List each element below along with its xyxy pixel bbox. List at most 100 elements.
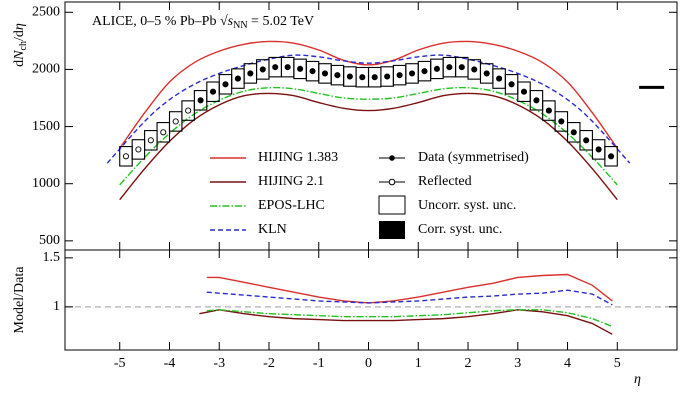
data-point (570, 129, 577, 136)
y-tick-label: 2500 (32, 5, 60, 20)
syst-box (168, 111, 183, 132)
data-point (172, 118, 179, 125)
data-point (583, 137, 590, 144)
model-line (199, 309, 613, 335)
data-point (396, 72, 403, 79)
x-tick-label: -1 (313, 356, 325, 371)
ratio-y-axis-label: Model/Data (12, 266, 27, 334)
y-label-part: d (12, 60, 27, 67)
model-line (119, 40, 618, 149)
syst-box (529, 90, 544, 111)
title-symbol: s (228, 14, 234, 29)
x-tick-label: 0 (365, 356, 372, 371)
data-point (359, 74, 366, 81)
legend-label: EPOS-LHC (258, 198, 325, 213)
data-point (371, 74, 378, 81)
data-point (421, 68, 428, 75)
data-point (309, 68, 316, 75)
data-point (147, 137, 154, 144)
syst-box (604, 146, 618, 167)
title-text: ALICE, 0–5 % Pb–Pb (92, 14, 220, 29)
legend-label: Corr. syst. unc. (418, 222, 502, 237)
y-tick-label: 1 (53, 299, 60, 314)
title-subscript: NN (233, 20, 247, 31)
syst-box (542, 100, 556, 121)
data-point (508, 81, 515, 88)
title-sqrt: √ (220, 14, 228, 29)
x-tick-label: 5 (614, 356, 621, 371)
plot-frame (64, 249, 678, 351)
data-point (483, 70, 490, 77)
legend-label: HIJING 1.383 (258, 150, 338, 165)
data-point (533, 97, 540, 104)
legend-label: HIJING 2.1 (258, 174, 324, 189)
x-tick-label: -2 (263, 356, 275, 371)
data-point (247, 70, 254, 77)
y-axis-label: dNch/dη (12, 23, 29, 67)
model-line (206, 289, 613, 306)
data-point (334, 72, 341, 79)
data-point (458, 64, 465, 71)
data-point (346, 73, 353, 80)
data-point (222, 81, 229, 88)
data-point (384, 73, 391, 80)
x-tick-label: -3 (213, 356, 225, 371)
syst-box (156, 122, 171, 143)
data-point (408, 70, 416, 77)
model-line (206, 309, 613, 328)
y-label-part: /d (12, 30, 27, 41)
x-tick-label: 2 (465, 356, 472, 371)
x-tick-label: 3 (514, 356, 521, 371)
data-point (471, 66, 478, 73)
data-point (446, 64, 453, 71)
legend-label: Uncorr. syst. unc. (418, 198, 516, 213)
legend-swatch (379, 221, 405, 239)
data-point (160, 129, 167, 136)
y-tick-label: 1.5 (43, 250, 61, 265)
chart-title: ALICE, 0–5 % Pb–Pb √sNN = 5.02 TeV (92, 14, 314, 31)
y-label-sub: ch (18, 41, 29, 50)
model-line (106, 54, 631, 164)
data-point (284, 64, 291, 71)
data-point (259, 66, 266, 73)
x-axis-label: η (634, 372, 641, 387)
data-point (595, 146, 602, 153)
data-point (297, 65, 304, 72)
y-label-part: N (12, 50, 27, 61)
data-point (545, 107, 552, 114)
legend-label: Reflected (418, 174, 472, 189)
syst-box (554, 111, 569, 132)
data-point (496, 75, 503, 82)
data-point (135, 146, 142, 153)
legend-label: KLN (258, 222, 287, 237)
data-point (520, 88, 528, 95)
title-energy: = 5.02 TeV (248, 14, 315, 29)
data-point (558, 118, 565, 125)
model-line (119, 92, 618, 201)
x-tick-label: -5 (114, 356, 126, 371)
syst-box (181, 100, 195, 121)
data-point (272, 64, 279, 71)
y-tick-label: 1500 (32, 119, 60, 134)
x-tick-label: -4 (164, 356, 176, 371)
y-tick-label: 500 (39, 233, 60, 248)
y-tick-label: 1000 (32, 176, 60, 191)
legend-swatch (388, 178, 396, 186)
data-point (185, 107, 192, 114)
data-point (209, 88, 217, 95)
y-tick-label: 2000 (32, 62, 60, 77)
legend-label: Data (symmetrised) (418, 150, 529, 165)
x-tick-label: 4 (564, 356, 571, 371)
data-point (433, 65, 440, 72)
data-point (321, 70, 329, 77)
corr-syst-bar (639, 85, 665, 89)
legend-swatch (378, 195, 406, 215)
data-point (234, 75, 241, 82)
model-line (206, 273, 613, 304)
data-point (122, 153, 130, 160)
x-tick-label: 1 (415, 356, 422, 371)
legend-swatch (389, 155, 395, 161)
data-point (608, 153, 615, 160)
